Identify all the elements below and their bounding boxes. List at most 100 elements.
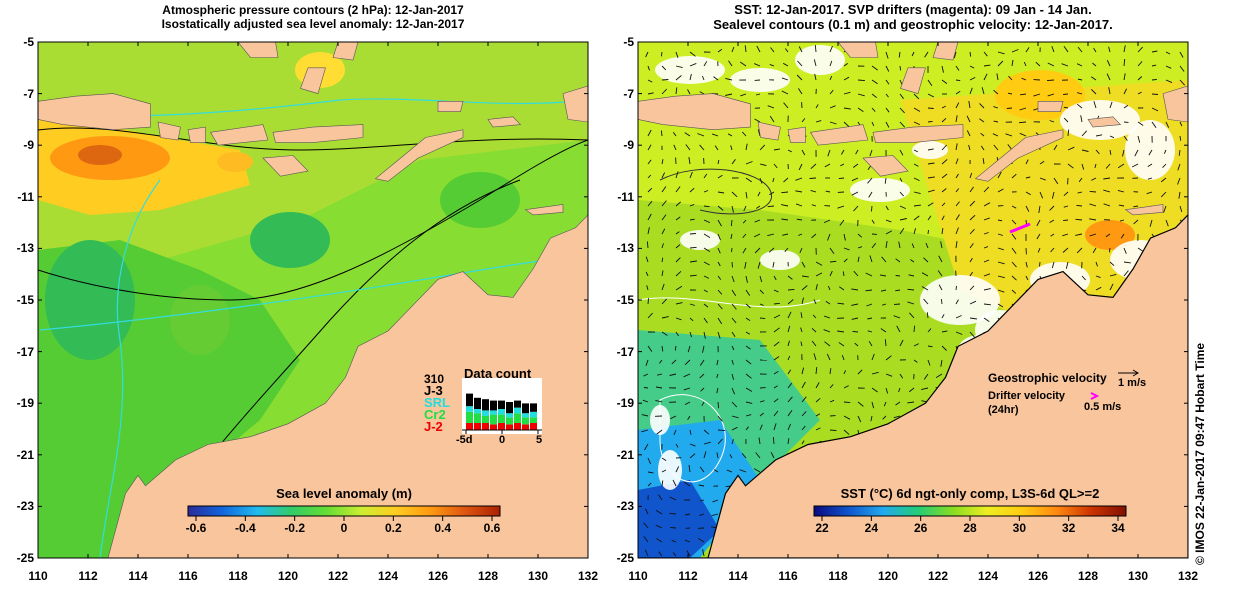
velocity-vector xyxy=(647,174,652,179)
island xyxy=(638,93,751,131)
velocity-vector xyxy=(1137,91,1142,95)
island xyxy=(787,126,806,143)
velocity-vector xyxy=(784,48,789,53)
velocity-vector xyxy=(798,46,803,53)
velocity-vector xyxy=(1089,233,1097,237)
velocity-vector xyxy=(756,45,761,53)
velocity-vector xyxy=(940,241,943,249)
velocity-vector xyxy=(1137,61,1143,67)
drifter-legend-label: Drifter velocity xyxy=(988,390,1066,402)
velocity-vector xyxy=(656,373,663,376)
velocity-vector xyxy=(857,79,865,82)
velocity-vector xyxy=(672,552,677,557)
velocity-vector xyxy=(647,227,650,235)
velocity-vector xyxy=(969,257,973,263)
velocity-vector xyxy=(743,205,747,212)
sst-velocity-map[interactable] xyxy=(638,42,1188,563)
sst-tick-label: 22 xyxy=(815,521,829,535)
geostrophic-scale-arrow xyxy=(1118,369,1139,377)
count-bar-segment xyxy=(482,410,489,416)
velocity-vector xyxy=(1137,46,1144,53)
count-bar-segment xyxy=(490,410,497,415)
velocity-vector xyxy=(717,429,726,432)
right-title-line1: SST: 12-Jan-2017. SVP drifters (magenta)… xyxy=(734,2,1092,17)
velocity-vector xyxy=(955,143,958,151)
velocity-vector xyxy=(811,204,817,207)
velocity-vector xyxy=(871,401,875,409)
velocity-vector xyxy=(941,173,948,179)
velocity-vector xyxy=(773,385,778,389)
island xyxy=(237,42,279,58)
velocity-vector xyxy=(829,45,833,53)
data-count-tick-start: -5d xyxy=(456,434,473,446)
geostrophic-legend-scale: 1 m/s xyxy=(1118,377,1147,389)
velocity-vector xyxy=(744,261,747,269)
velocity-vector xyxy=(1050,233,1055,237)
velocity-vector xyxy=(717,438,723,445)
sea-level-anomaly-map[interactable] xyxy=(38,42,588,558)
velocity-vector xyxy=(1076,247,1083,254)
velocity-vector xyxy=(857,401,864,407)
velocity-vector xyxy=(843,121,850,128)
velocity-vector xyxy=(811,340,817,347)
velocity-vector xyxy=(941,105,947,109)
lat-label: -13 xyxy=(16,241,34,256)
count-bar-segment xyxy=(530,417,537,423)
velocity-vector xyxy=(661,200,667,207)
count-bar-segment xyxy=(530,411,537,418)
velocity-vector xyxy=(1151,93,1159,95)
velocity-vector xyxy=(1063,106,1069,109)
velocity-vector xyxy=(1011,275,1017,281)
velocity-vector xyxy=(645,51,649,58)
velocity-vector xyxy=(829,75,833,81)
velocity-vector xyxy=(661,228,666,235)
velocity-vector xyxy=(745,161,753,165)
velocity-vector xyxy=(675,231,680,235)
lat-label: -9 xyxy=(623,138,634,153)
velocity-vector xyxy=(731,439,734,445)
velocity-vector xyxy=(843,76,850,81)
island xyxy=(837,42,879,58)
velocity-vector xyxy=(770,451,775,459)
velocity-vector xyxy=(1160,177,1167,183)
velocity-vector xyxy=(689,246,697,249)
velocity-vector xyxy=(871,65,878,71)
colorbar-ticks xyxy=(195,516,1119,521)
island xyxy=(38,93,151,131)
velocity-vector xyxy=(871,219,875,224)
velocity-vector xyxy=(1039,261,1041,267)
altimeter-track xyxy=(39,254,588,331)
lat-label: -15 xyxy=(16,293,34,307)
velocity-vector xyxy=(1067,163,1074,169)
velocity-vector xyxy=(717,159,720,165)
velocity-vector xyxy=(1062,233,1069,237)
velocity-vector xyxy=(843,415,851,420)
velocity-vector xyxy=(687,345,691,353)
velocity-vector xyxy=(781,77,789,81)
velocity-vector xyxy=(731,159,736,165)
velocity-vector xyxy=(1046,79,1055,82)
velocity-vector xyxy=(1147,163,1153,167)
velocity-vector xyxy=(1146,191,1153,195)
drifter-track[interactable] xyxy=(1009,222,1031,234)
velocity-vector xyxy=(759,144,766,151)
velocity-vector xyxy=(801,149,806,156)
drifter-scale-arrow xyxy=(1090,392,1100,400)
geostrophic-legend-label: Geostrophic velocity xyxy=(988,371,1107,385)
velocity-vector xyxy=(671,359,677,365)
velocity-vector xyxy=(655,524,663,529)
velocity-vector xyxy=(843,63,849,67)
velocity-vector xyxy=(926,312,929,319)
velocity-vector xyxy=(675,317,682,321)
velocity-vector xyxy=(647,312,653,319)
lat-label: -25 xyxy=(16,551,34,565)
velocity-vector xyxy=(1103,189,1111,193)
data-count-inset xyxy=(462,378,542,434)
velocity-vector xyxy=(829,368,832,375)
velocity-vector xyxy=(851,177,859,182)
velocity-vector xyxy=(913,215,920,221)
velocity-vector xyxy=(757,129,761,137)
velocity-vector xyxy=(795,177,803,181)
velocity-vector xyxy=(1091,177,1097,181)
velocity-vector xyxy=(983,273,991,277)
